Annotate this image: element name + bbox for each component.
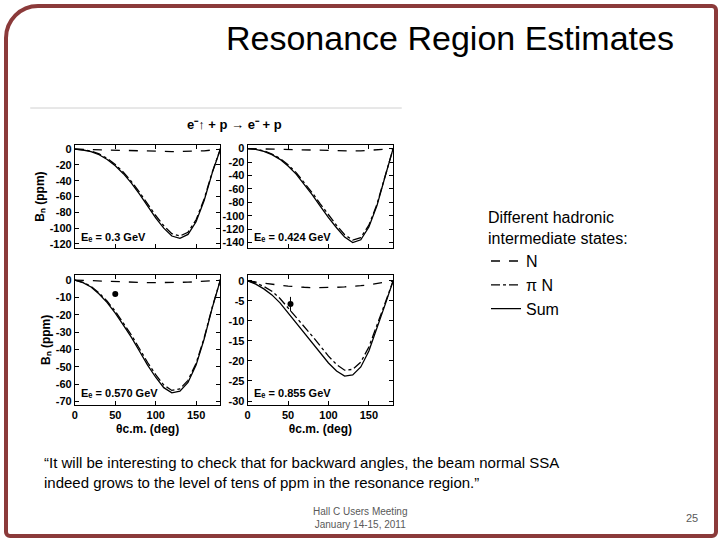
svg-text:Different hadronicintermediate: Different hadronicintermediate states:	[488, 209, 628, 247]
svg-text:100: 100	[147, 409, 165, 421]
svg-text:-60: -60	[56, 190, 72, 202]
svg-text:50: 50	[109, 409, 121, 421]
svg-text:0: 0	[238, 275, 244, 287]
svg-text:-100: -100	[222, 210, 244, 222]
svg-text:Bₙ (ppm): Bₙ (ppm)	[39, 315, 53, 365]
svg-text:-80: -80	[229, 196, 245, 208]
svg-text:0: 0	[238, 142, 244, 154]
svg-text:e⁻↑ + p → e⁻ + p: e⁻↑ + p → e⁻ + p	[187, 117, 282, 132]
svg-text:θc.m. (deg): θc.m. (deg)	[289, 422, 352, 436]
svg-text:Hall C Users MeetingJanuary 14: Hall C Users MeetingJanuary 14-15, 2011	[313, 506, 407, 530]
svg-text:Bₙ (ppm): Bₙ (ppm)	[33, 171, 47, 221]
svg-text:-40: -40	[56, 343, 72, 355]
svg-text:100: 100	[319, 409, 337, 421]
svg-text:150: 150	[187, 409, 205, 421]
svg-text:-60: -60	[229, 183, 245, 195]
svg-text:0: 0	[66, 143, 72, 155]
svg-text:-70: -70	[56, 395, 72, 407]
svg-text:-10: -10	[56, 291, 72, 303]
svg-text:-100: -100	[50, 222, 72, 234]
svg-text:0: 0	[245, 409, 251, 421]
svg-text:-120: -120	[50, 238, 72, 250]
svg-text:θc.m. (deg): θc.m. (deg)	[116, 422, 179, 436]
svg-text:-60: -60	[56, 378, 72, 390]
svg-text:-20: -20	[56, 309, 72, 321]
svg-text:0: 0	[66, 274, 72, 286]
svg-text:Eₑ = 0.570 GeV: Eₑ = 0.570 GeV	[81, 387, 158, 399]
svg-text:-20: -20	[56, 159, 72, 171]
svg-text:-120: -120	[222, 223, 244, 235]
svg-text:-40: -40	[56, 175, 72, 187]
svg-text:50: 50	[282, 409, 294, 421]
svg-text:Eₑ = 0.424 GeV: Eₑ = 0.424 GeV	[254, 231, 331, 243]
svg-text:-80: -80	[56, 206, 72, 218]
svg-text:N: N	[526, 253, 538, 270]
svg-text:-50: -50	[56, 361, 72, 373]
svg-text:-10: -10	[229, 315, 245, 327]
svg-text:-25: -25	[229, 375, 245, 387]
svg-text:Sum: Sum	[526, 301, 559, 318]
svg-text:-20: -20	[229, 355, 245, 367]
svg-text:25: 25	[686, 512, 698, 524]
svg-text:π N: π N	[526, 277, 553, 294]
svg-text:0: 0	[72, 409, 78, 421]
svg-text:-140: -140	[222, 236, 244, 248]
svg-text:-30: -30	[56, 326, 72, 338]
svg-text:150: 150	[360, 409, 378, 421]
svg-text:Resonance Region Estimates: Resonance Region Estimates	[226, 19, 674, 57]
svg-text:-5: -5	[235, 295, 245, 307]
svg-text:-15: -15	[229, 335, 245, 347]
svg-text:Eₑ = 0.855 GeV: Eₑ = 0.855 GeV	[254, 387, 331, 399]
svg-text:Eₑ = 0.3 GeV: Eₑ = 0.3 GeV	[81, 231, 146, 243]
svg-text:-30: -30	[229, 395, 245, 407]
svg-text:-40: -40	[229, 169, 245, 181]
svg-text:“It will be interesting to che: “It will be interesting to check that fo…	[44, 454, 559, 491]
svg-text:-20: -20	[229, 156, 245, 168]
